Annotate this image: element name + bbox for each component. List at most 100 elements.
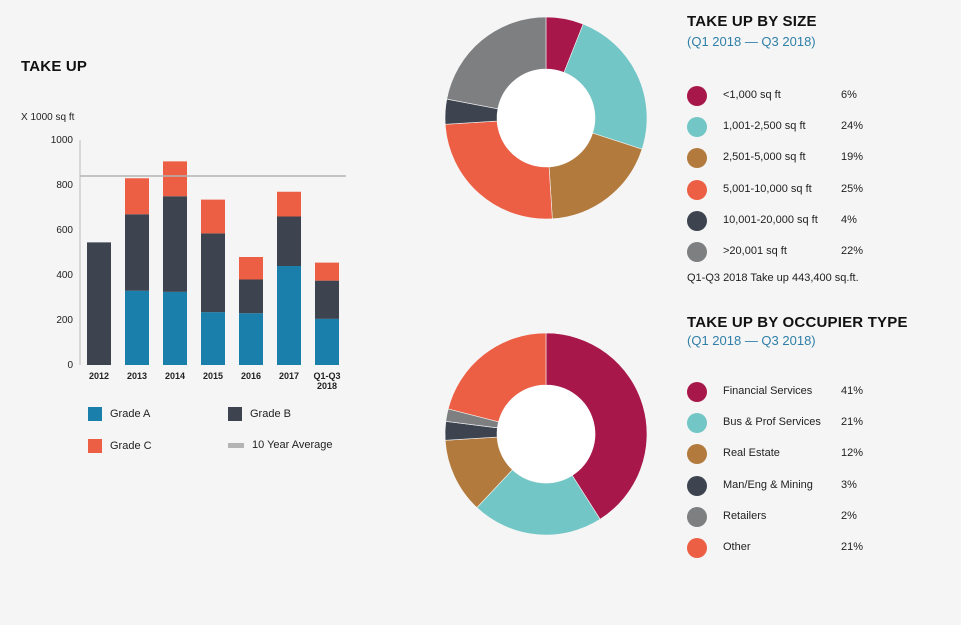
y-tick-label: 400 [56, 270, 73, 281]
occupier-legend-dot [687, 413, 707, 434]
size-chart-title: TAKE UP BY SIZE [687, 13, 817, 30]
x-tick-label: 2016 [241, 371, 261, 381]
legend-grade-b: Grade B [228, 407, 291, 421]
occupier-legend-label: Retailers [723, 509, 767, 522]
occupier-legend-dot [687, 382, 707, 402]
size-legend-item: 2,501-5,000 sq ft 19% [687, 148, 863, 169]
y-tick-label: 800 [56, 180, 73, 191]
legend-grade-a-swatch [88, 407, 102, 421]
bar-chart: 0 200 400 600 800 1000 2012 2013 2014 2015 2016 201… [51, 135, 346, 391]
legend-grade-c-label: Grade C [110, 440, 152, 452]
legend-grade-c: Grade C [88, 439, 152, 453]
size-legend-dot [687, 179, 707, 200]
bar-grade-c [277, 191, 301, 217]
bar-grade-b [277, 216, 301, 266]
occupier-chart-title: TAKE UP BY OCCUPIER TYPE [687, 314, 908, 331]
size-legend-dot [687, 242, 707, 262]
occupier-legend-value: 2% [841, 509, 857, 522]
occupier-donut-hole [497, 385, 595, 483]
occupier-legend-value: 41% [841, 385, 864, 397]
occupier-legend-label: Other [723, 541, 751, 553]
occupier-legend-item: Financial Services 41% [687, 382, 863, 402]
bar-grade-b [163, 196, 187, 292]
bar-grade-a [163, 291, 187, 365]
legend-grade-c-swatch [88, 439, 102, 453]
occupier-legend-dot [687, 444, 707, 465]
size-legend-item: >20,001 sq ft 22% [687, 242, 863, 262]
y-tick-label: 0 [67, 360, 73, 371]
bar-grade-b [125, 214, 149, 291]
bar-grade-c [125, 178, 149, 215]
bar-grade-a [125, 290, 149, 365]
bar-grade-a [201, 312, 225, 365]
x-tick-label: 2018 [317, 381, 337, 391]
size-donut-hole [497, 69, 595, 167]
bar-grade-b [87, 242, 111, 365]
bar-grade-c [163, 161, 187, 197]
x-tick-label: 2014 [165, 371, 185, 381]
occupier-legend-value: 21% [841, 541, 864, 553]
size-legend-item: 10,001-20,000 sq ft 4% [687, 210, 857, 231]
bar-grade-c [239, 257, 263, 280]
occupier-legend-item: Retailers 2% [687, 506, 857, 527]
size-legend-value: 24% [841, 120, 864, 133]
bar-chart-title: TAKE UP [21, 58, 88, 75]
x-tick-label: Q1-Q3 [313, 371, 340, 381]
size-legend-item: <1,000 sq ft 6% [687, 86, 857, 106]
size-legend-label: <1,000 sq ft [723, 89, 781, 101]
size-legend-item: 5,001-10,000 sq ft 25% [687, 179, 863, 200]
size-legend-dot [687, 148, 707, 169]
y-tick-label: 200 [56, 315, 73, 326]
size-legend-label: >20,001 sq ft [723, 245, 787, 257]
legend-ten-year-average-swatch [228, 442, 244, 448]
occupier-legend-value: 12% [841, 447, 864, 460]
bar-grade-b [315, 280, 339, 319]
bar-grade-c [201, 199, 225, 234]
legend-grade-a-label: Grade A [110, 408, 151, 420]
bar-grade-c [315, 262, 339, 281]
y-tick-label: 600 [56, 225, 73, 236]
size-legend-value: 25% [841, 182, 864, 195]
size-donut-chart [444, 16, 648, 220]
size-legend-label: 1,001-2,500 sq ft [723, 120, 806, 133]
legend-ten-year-average-label: 10 Year Average [252, 439, 333, 451]
occupier-legend-label: Real Estate [723, 447, 780, 460]
occupier-legend-label: Bus & Prof Services [723, 416, 821, 429]
x-tick-label: 2013 [127, 371, 147, 381]
bar-grade-a [315, 318, 339, 365]
size-legend-item: 1,001-2,500 sq ft 24% [687, 117, 863, 138]
legend-grade-b-label: Grade B [250, 408, 291, 420]
size-chart-note: Q1-Q3 2018 Take up 443,400 sq.ft. [687, 272, 859, 284]
bar-grade-a [277, 266, 301, 365]
occupier-legend-dot [687, 506, 707, 527]
size-legend-label: 5,001-10,000 sq ft [723, 182, 812, 195]
size-legend-label: 2,501-5,000 sq ft [723, 151, 806, 164]
occupier-legend-label: Financial Services [723, 385, 813, 397]
bar-grade-a [239, 313, 263, 365]
bar-grade-b [239, 279, 263, 314]
occupier-legend-item: Other 21% [687, 538, 863, 558]
size-legend-value: 22% [841, 245, 864, 257]
occupier-legend-item: Real Estate 12% [687, 444, 863, 465]
occupier-legend-item: Man/Eng & Mining 3% [687, 475, 857, 496]
x-tick-label: 2015 [203, 371, 223, 381]
bar-chart-unit-label: X 1000 sq ft [21, 112, 75, 123]
y-tick-label: 1000 [51, 135, 74, 146]
legend-ten-year-average: 10 Year Average [228, 439, 333, 451]
occupier-legend-dot [687, 475, 707, 496]
occupier-legend-item: Bus & Prof Services 21% [687, 413, 863, 434]
legend-grade-b-swatch [228, 407, 242, 421]
size-legend-dot [687, 86, 707, 106]
x-tick-label: 2012 [89, 371, 109, 381]
size-legend-value: 6% [841, 89, 857, 101]
size-legend-value: 19% [841, 151, 864, 164]
size-legend-dot [687, 210, 707, 231]
occupier-legend-label: Man/Eng & Mining [723, 478, 813, 491]
x-tick-label: 2017 [279, 371, 299, 381]
legend-grade-a: Grade A [88, 407, 150, 421]
bar-grade-b [201, 233, 225, 313]
occupier-chart-subtitle: (Q1 2018 — Q3 2018) [687, 333, 816, 348]
occupier-legend-value: 21% [841, 416, 864, 429]
size-legend-label: 10,001-20,000 sq ft [723, 213, 818, 226]
size-chart-subtitle: (Q1 2018 — Q3 2018) [687, 34, 816, 49]
